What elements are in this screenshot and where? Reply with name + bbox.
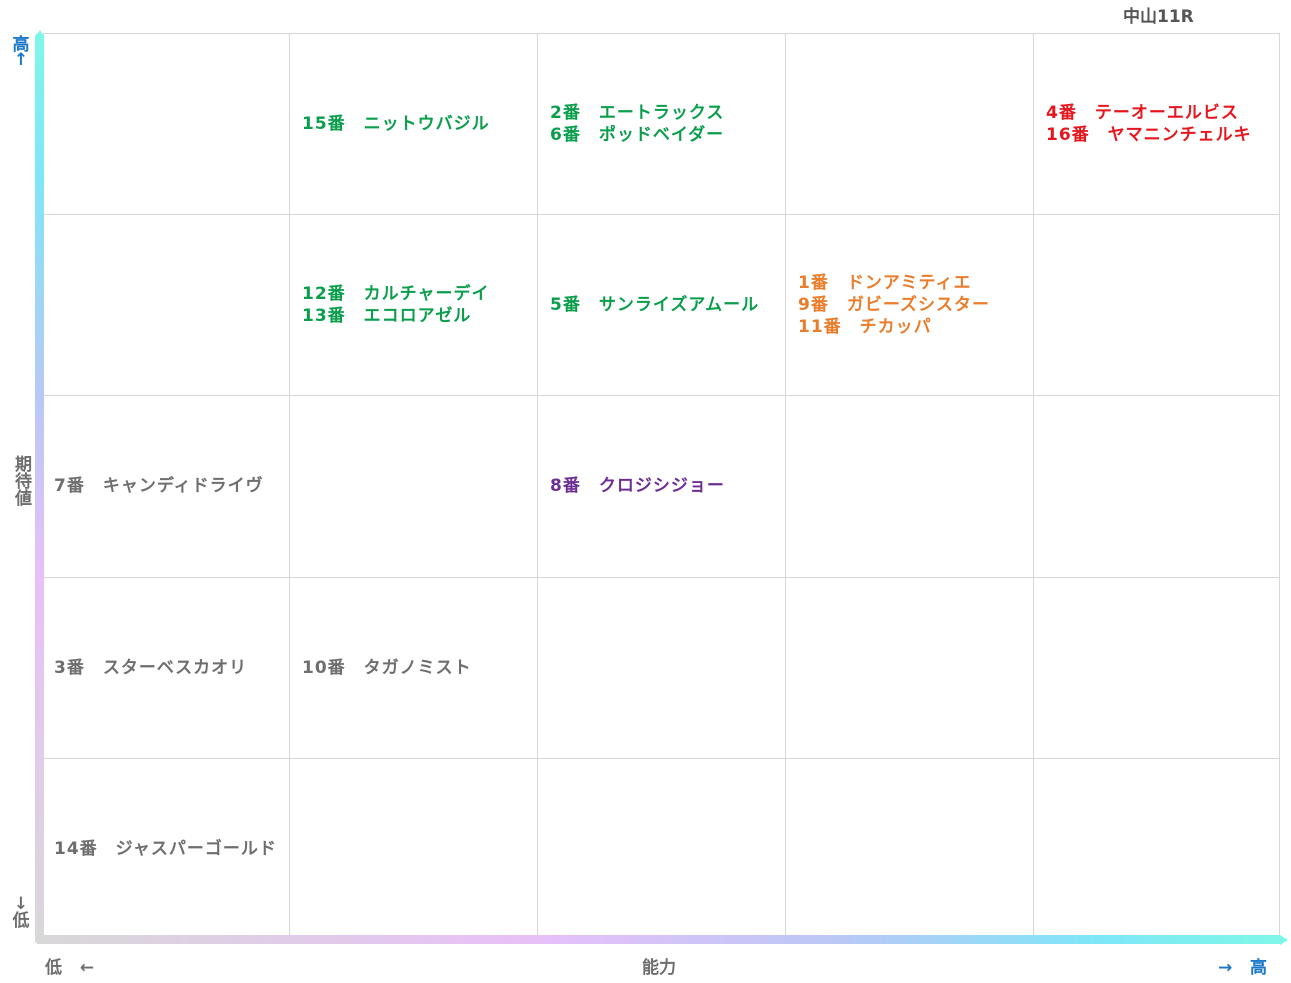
arrow-down-icon: ↓: [13, 894, 29, 914]
horse-entry: 10番 タガノミスト: [302, 657, 472, 679]
horse-name: テーオーエルビス: [1094, 103, 1239, 124]
grid-cell: [785, 758, 1033, 940]
horse-name: キャンディドライヴ: [102, 476, 264, 497]
y-axis-low-text: 低: [12, 911, 30, 931]
grid-cell: [785, 396, 1033, 578]
grid-cell: 8番 クロジシジョー: [537, 396, 785, 578]
horse-number: 4番: [1046, 103, 1077, 124]
horse-number: 9番: [798, 295, 829, 316]
y-axis-bar: [35, 33, 44, 944]
horse-name: クロジシジョー: [598, 476, 725, 497]
y-axis-high-text: 高: [12, 35, 30, 55]
horse-name: ニットウバジル: [363, 114, 490, 135]
horse-entry: 16番 ヤマニンチェルキ: [1046, 124, 1252, 146]
y-axis-arrowhead: [35, 30, 45, 38]
grid-cell: 10番 タガノミスト: [289, 577, 537, 759]
horse-number: 6番: [550, 125, 581, 146]
grid-cell: [289, 396, 537, 578]
horse-entry: 15番 ニットウバジル: [302, 113, 490, 135]
grid-cell: 3番 スターベスカオリ: [43, 577, 289, 759]
horse-entry: 7番 キャンディドライヴ: [54, 475, 264, 497]
horse-entry: 6番 ポッドベイダー: [550, 124, 724, 146]
horse-entry: 12番 カルチャーデイ: [302, 283, 490, 305]
grid-cell: [1033, 577, 1280, 759]
arrow-up-icon: ↑: [13, 50, 29, 70]
horse-number: 11番: [798, 317, 842, 338]
horse-entry: 11番 チカッパ: [798, 316, 932, 338]
horse-name: ポッドベイダー: [598, 125, 725, 146]
horse-number: 7番: [54, 476, 85, 497]
grid-cell: 1番 ドンアミティエ 9番 ガビーズシスター 11番 チカッパ: [785, 215, 1033, 397]
horse-entry: 9番 ガビーズシスター: [798, 294, 990, 316]
matrix-grid: 15番 ニットウバジル 2番 エートラックス 6番 ポッドベイダー 4番 テーオーエル…: [43, 33, 1280, 940]
x-axis-bar: [35, 935, 1283, 944]
arrow-right-icon: →: [1218, 958, 1233, 978]
x-axis-high-label: → 高: [1218, 953, 1267, 978]
y-axis-high-label: 高 ↑: [10, 35, 32, 70]
horse-entry: 4番 テーオーエルビス: [1046, 102, 1239, 124]
race-title: 中山11R: [1123, 7, 1194, 27]
x-axis-high-text: 高: [1250, 958, 1268, 978]
grid-cell: [537, 577, 785, 759]
horse-name: チカッパ: [859, 317, 932, 338]
horse-entry: 8番 クロジシジョー: [550, 475, 725, 497]
grid-cell: 15番 ニットウバジル: [289, 34, 537, 216]
horse-entry: 5番 サンライズアムール: [550, 294, 759, 316]
grid-cell: [43, 215, 289, 397]
x-axis-low-text: 低: [45, 958, 62, 978]
horse-entry: 3番 スターベスカオリ: [54, 657, 247, 679]
grid-cell: [43, 34, 289, 216]
horse-number: 10番: [302, 657, 346, 678]
grid-cell: [1033, 215, 1280, 397]
horse-number: 5番: [550, 295, 581, 316]
horse-number: 12番: [302, 284, 346, 305]
horse-name: タガノミスト: [363, 657, 472, 678]
horse-entry: 13番 エコロアゼル: [302, 305, 471, 327]
grid-cell: 4番 テーオーエルビス 16番 ヤマニンチェルキ: [1033, 34, 1280, 216]
grid-cell: [1033, 396, 1280, 578]
horse-number: 15番: [302, 114, 346, 135]
grid-cell: 14番 ジャスパーゴールド: [43, 758, 289, 940]
grid-cell: 2番 エートラックス 6番 ポッドベイダー: [537, 34, 785, 216]
horse-number: 1番: [798, 273, 829, 294]
arrow-left-icon: ←: [79, 958, 95, 978]
horse-number: 14番: [54, 838, 98, 859]
x-axis-low-label: 低 ←: [45, 953, 94, 978]
horse-number: 13番: [302, 306, 346, 327]
horse-number: 16番: [1046, 125, 1090, 146]
grid-cell: [289, 758, 537, 940]
horse-entry: 14番 ジャスパーゴールド: [54, 838, 277, 860]
grid-cell: 12番 カルチャーデイ 13番 エコロアゼル: [289, 215, 537, 397]
horse-entry: 1番 ドンアミティエ: [798, 272, 971, 294]
horse-name: エートラックス: [598, 103, 725, 124]
grid-cell: [785, 577, 1033, 759]
y-axis-name: 期待値: [11, 455, 31, 506]
horse-number: 8番: [550, 476, 581, 497]
horse-entry: 2番 エートラックス: [550, 102, 724, 124]
grid-cell: 7番 キャンディドライヴ: [43, 396, 289, 578]
horse-name: ドンアミティエ: [846, 273, 972, 294]
horse-name: ヤマニンチェルキ: [1107, 125, 1252, 146]
grid-cell: [785, 34, 1033, 216]
y-axis-low-label: ↓ 低: [10, 894, 32, 931]
horse-name: カルチャーデイ: [363, 284, 490, 305]
horse-name: サンライズアムール: [598, 295, 760, 316]
horse-number: 3番: [54, 657, 85, 678]
horse-name: エコロアゼル: [363, 306, 472, 327]
horse-number: 2番: [550, 103, 581, 124]
grid-cell: [1033, 758, 1280, 940]
horse-name: スターベスカオリ: [102, 657, 248, 678]
x-axis-name: 能力: [642, 958, 676, 978]
x-axis-arrowhead: [1280, 935, 1288, 945]
grid-cell: 5番 サンライズアムール: [537, 215, 785, 397]
horse-name: ジャスパーゴールド: [115, 838, 277, 859]
horse-name: ガビーズシスター: [846, 295, 990, 316]
grid-cell: [537, 758, 785, 940]
